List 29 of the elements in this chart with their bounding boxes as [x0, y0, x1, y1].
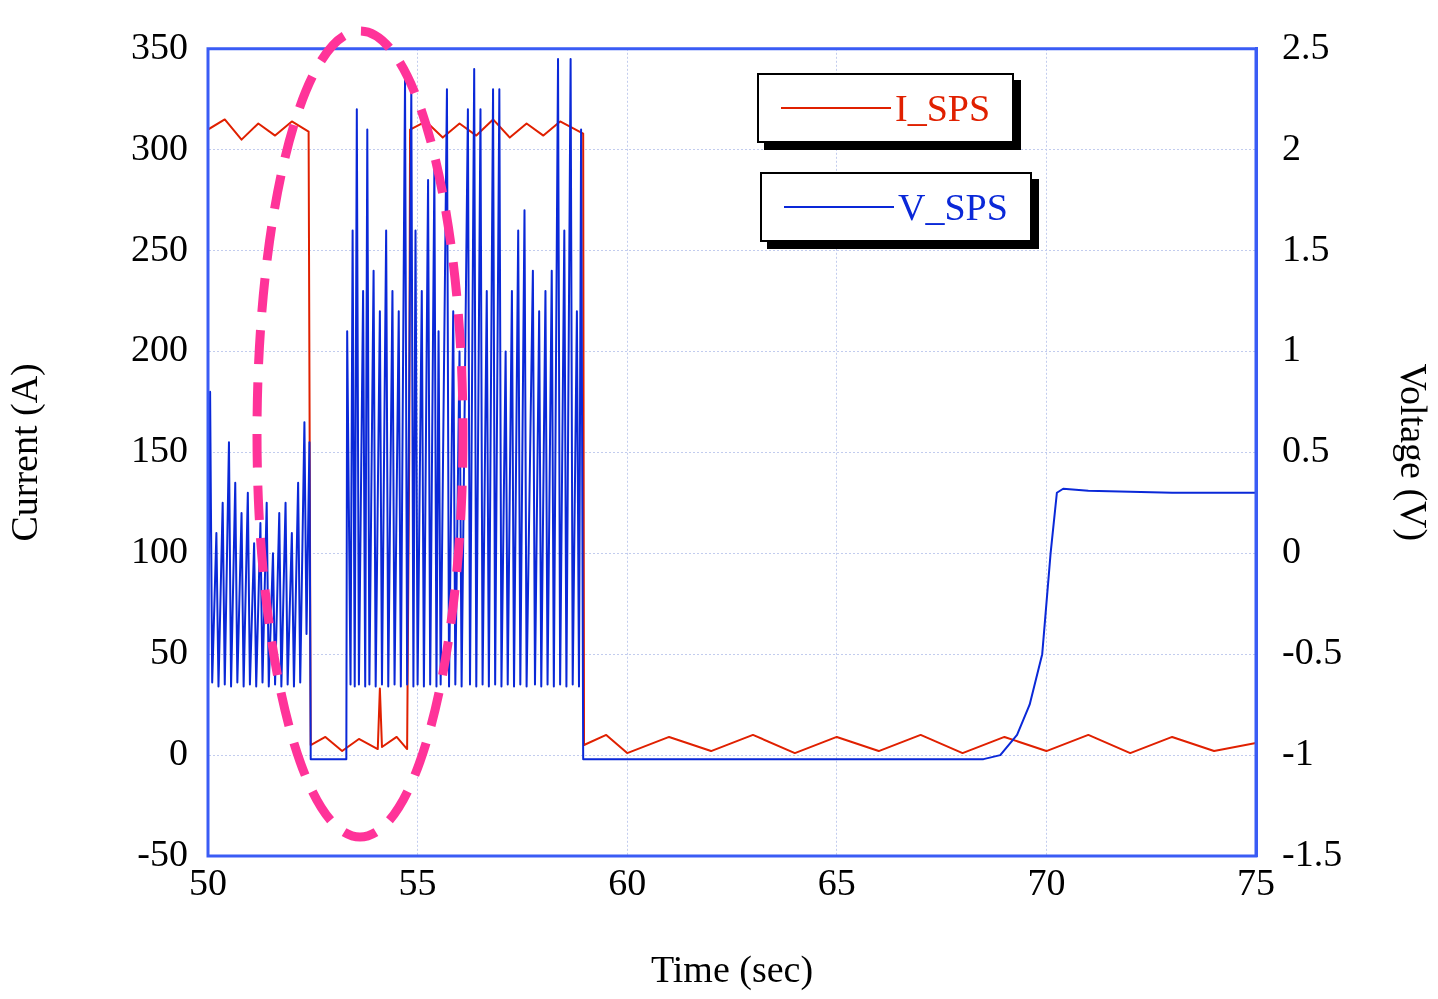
x-axis-title: Time (sec): [650, 948, 814, 992]
y-tick-label: 300: [131, 125, 188, 168]
x-tick-label: 60: [608, 860, 647, 903]
y2-tick-label: -1: [1282, 731, 1314, 774]
y2-tick-label: -1.5: [1282, 831, 1343, 874]
x-tick-label: 55: [398, 860, 437, 903]
y-axis-title: Current (A): [2, 363, 46, 542]
y2-tick-label: 1.5: [1282, 226, 1330, 269]
y-tick-label: 50: [150, 630, 188, 673]
y2-axis-title: Voltage (V): [1392, 363, 1436, 542]
y-tick-label: 200: [131, 327, 188, 370]
y-tick-label: -50: [137, 831, 188, 874]
y2-tick-label: -0.5: [1282, 630, 1343, 673]
y2-tick-label: 2.5: [1282, 24, 1330, 67]
y2-tick-label: 0: [1282, 529, 1301, 572]
x-tick-label: 50: [189, 860, 227, 903]
y-tick-label: 150: [131, 428, 188, 471]
y2-tick-label: 1: [1282, 327, 1301, 370]
y-tick-label: 0: [169, 731, 188, 774]
y-tick-label: 350: [131, 24, 188, 67]
x-tick-label: 70: [1027, 860, 1066, 903]
y-tick-label: 100: [131, 529, 188, 572]
x-tick-label: 75: [1237, 860, 1275, 903]
y2-tick-label: 2: [1282, 125, 1301, 168]
legend-label: I_SPS: [895, 86, 991, 130]
legend-label: V_SPS: [898, 185, 1008, 229]
y2-tick-label: 0.5: [1282, 428, 1330, 471]
x-tick-label: 65: [817, 860, 856, 903]
y-tick-label: 250: [131, 226, 188, 269]
